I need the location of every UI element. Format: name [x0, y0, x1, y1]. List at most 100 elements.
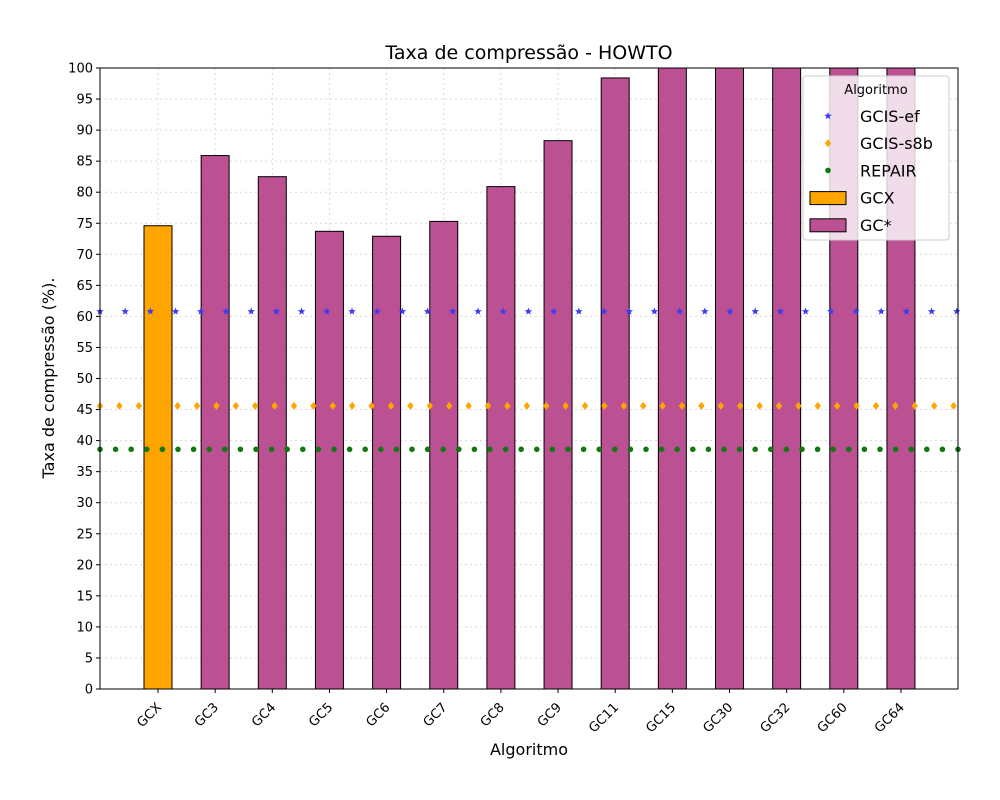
reference-lines [96, 307, 961, 453]
y-tick-label: 70 [76, 248, 93, 263]
circle-marker [534, 446, 540, 453]
circle-marker [705, 446, 712, 453]
star-marker [146, 307, 155, 315]
star-marker [474, 307, 482, 315]
legend-marker [824, 139, 832, 148]
circle-marker [518, 446, 524, 453]
diamond-marker [426, 401, 433, 410]
circle-marker [565, 446, 571, 453]
bar-gc4 [257, 176, 287, 690]
y-axis-label: Taxa de compressão (%). [39, 278, 58, 480]
diamond-marker [368, 401, 375, 410]
bar-gc32 [772, 67, 802, 690]
circle-marker [939, 446, 946, 453]
circle-marker [924, 446, 930, 453]
y-tick-label: 30 [76, 496, 93, 511]
legend-item: GCX [809, 189, 895, 208]
circle-marker [690, 446, 696, 453]
diamond-marker [640, 401, 647, 410]
diamond-marker [174, 401, 181, 410]
x-tick-label: GC8 [478, 700, 508, 730]
circle-marker [783, 446, 790, 453]
diamond-marker [252, 401, 259, 410]
star-marker [247, 307, 255, 315]
x-tick-label: GC9 [535, 700, 565, 730]
y-tick-label: 50 [76, 372, 93, 387]
y-axis: 0 5 10 15 20 25 30 35 40 45 50 55 60 65 70 75 80 85 90 95 10… [68, 62, 100, 698]
x-tick-label: GC7 [421, 700, 451, 730]
y-tick-label: 75 [76, 217, 93, 232]
x-axis: GCX GC3 GC4 GC5 GC6 GC7 GC8 GC9 GC11 GC15 GC30 GC32… [134, 689, 908, 736]
circle-marker [892, 446, 899, 453]
diamond-marker [581, 401, 589, 410]
circle-marker [861, 446, 868, 453]
x-tick-label: GC3 [192, 700, 222, 730]
y-tick-label: 10 [76, 620, 93, 635]
diamond-marker [678, 401, 686, 410]
x-tick-label: GCX [134, 700, 165, 731]
diamond-marker [931, 401, 938, 410]
bar-gc8 [486, 186, 516, 690]
ref-line-gcis-s8b [96, 401, 957, 410]
circle-marker [175, 446, 181, 453]
legend-label: GCIS-ef [860, 107, 920, 126]
star-marker [801, 307, 810, 315]
circle-marker [627, 446, 634, 453]
chart-title: Taxa de compressão - HOWTO [384, 42, 672, 64]
y-tick-label: 85 [76, 155, 93, 170]
circle-marker [908, 446, 914, 453]
star-marker [625, 307, 633, 315]
diamond-marker [950, 401, 957, 410]
circle-marker [159, 446, 166, 453]
y-tick-label: 45 [76, 403, 93, 418]
star-marker [272, 307, 281, 315]
bar-gc11 [600, 77, 630, 690]
circle-marker [409, 446, 415, 453]
circle-marker [674, 446, 680, 453]
diamond-marker [853, 401, 860, 410]
diamond-marker [232, 401, 239, 410]
star-marker [373, 307, 381, 315]
y-tick-label: 55 [76, 341, 93, 356]
star-marker [852, 307, 860, 315]
y-tick-label: 100 [68, 62, 93, 77]
y-tick-label: 5 [85, 651, 93, 666]
y-tick-label: 95 [76, 93, 93, 108]
star-marker [600, 307, 608, 315]
bar-gc6 [372, 235, 402, 690]
diamond-marker [911, 401, 918, 410]
star-marker [423, 307, 432, 315]
circle-marker [877, 446, 883, 453]
y-tick-label: 20 [76, 558, 93, 573]
diamond-marker [756, 401, 763, 410]
circle-marker [378, 446, 384, 453]
diamond-marker [814, 401, 821, 410]
diamond-marker [737, 401, 744, 410]
circle-marker [721, 446, 727, 453]
legend: Algoritmo GCIS-ef GCIS-s8b REPAIR GCX GC* [802, 75, 950, 241]
circle-marker [814, 446, 821, 453]
circle-marker [300, 446, 306, 453]
circle-marker [346, 446, 353, 453]
y-tick-label: 65 [76, 279, 93, 294]
circle-marker [112, 446, 119, 453]
star-marker [449, 307, 457, 315]
star-marker [726, 307, 734, 315]
diamond-marker [659, 401, 666, 410]
legend-label: REPAIR [860, 161, 917, 180]
star-marker [827, 307, 835, 315]
star-marker [499, 307, 507, 315]
diamond-marker [892, 401, 899, 410]
circle-marker [284, 446, 291, 453]
legend-label: GCX [860, 189, 895, 208]
y-tick-label: 35 [76, 465, 93, 480]
legend-label: GCIS-s8b [860, 134, 933, 153]
star-marker [953, 307, 961, 315]
bar-gcx [143, 225, 173, 690]
circle-marker [487, 446, 493, 453]
star-marker [650, 307, 659, 315]
diamond-marker [155, 401, 162, 410]
x-tick-label: GC60 [815, 700, 851, 736]
star-marker [398, 307, 407, 315]
